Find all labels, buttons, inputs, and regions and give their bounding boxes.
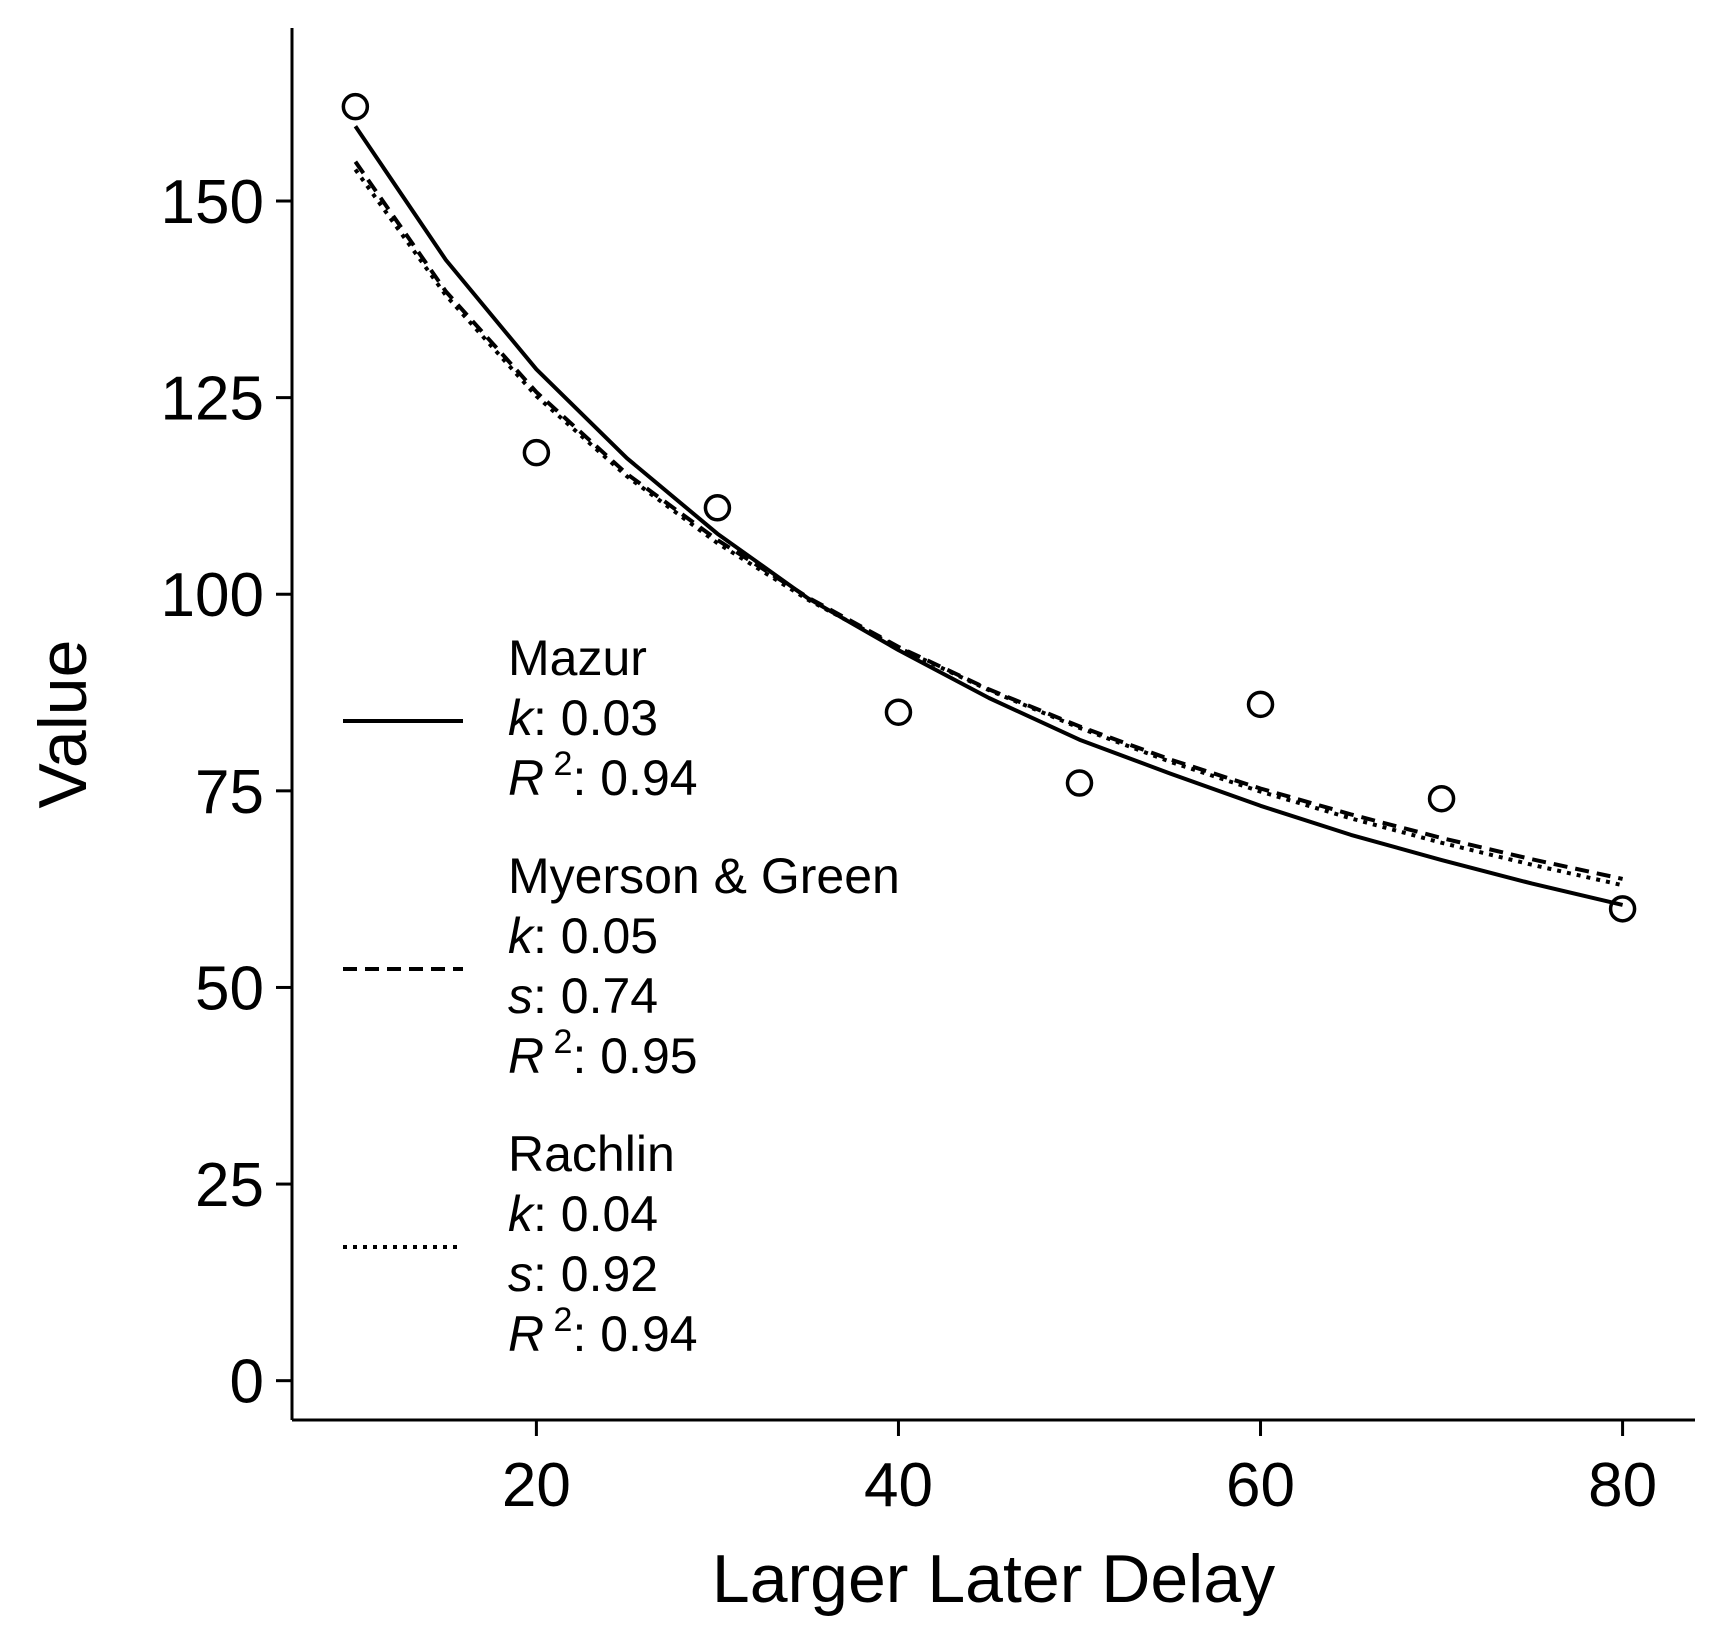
data-point xyxy=(1246,690,1275,719)
legend-param: k: 0.04 xyxy=(508,1186,658,1242)
y-axis-label: Value xyxy=(25,640,101,809)
x-tick-label: 40 xyxy=(864,1451,933,1520)
y-tick-label: 75 xyxy=(195,758,264,827)
legend-label: Mazur xyxy=(508,630,647,686)
x-tick-label: 60 xyxy=(1226,1451,1295,1520)
y-tick-label: 100 xyxy=(161,561,264,630)
legend-label: Myerson & Green xyxy=(508,848,900,904)
legend-param: k: 0.05 xyxy=(508,908,658,964)
legend-param: R 2: 0.94 xyxy=(508,745,698,806)
data-point xyxy=(522,438,551,467)
data-point xyxy=(1427,784,1456,813)
data-point xyxy=(884,698,913,726)
y-tick-label: 125 xyxy=(161,365,264,434)
legend-label: Rachlin xyxy=(508,1126,675,1182)
y-tick-label: 150 xyxy=(161,168,264,237)
axes: 0 25 50 75 100 125 150 20 40 60 80 xyxy=(161,28,1695,1520)
legend-param: s: 0.92 xyxy=(508,1246,658,1302)
y-tick-label: 0 xyxy=(230,1348,264,1417)
data-point xyxy=(1065,769,1094,797)
data-points xyxy=(341,92,1637,923)
legend-param: k: 0.03 xyxy=(508,690,658,746)
x-axis-label: Larger Later Delay xyxy=(712,1541,1275,1617)
series-line-2 xyxy=(353,168,1624,888)
legend-param: s: 0.74 xyxy=(508,968,658,1024)
x-tick-label: 80 xyxy=(1588,1451,1657,1520)
series-line-0 xyxy=(353,125,1624,907)
data-point xyxy=(703,493,732,522)
legend-param: R 2: 0.94 xyxy=(508,1301,698,1362)
x-tick-label: 20 xyxy=(502,1451,571,1520)
data-point xyxy=(1608,895,1637,923)
data-point xyxy=(341,92,370,121)
y-tick-label: 25 xyxy=(195,1151,264,1220)
fit-curves xyxy=(353,125,1624,907)
legend-param: R 2: 0.95 xyxy=(508,1023,698,1084)
y-tick-label: 50 xyxy=(195,954,264,1023)
